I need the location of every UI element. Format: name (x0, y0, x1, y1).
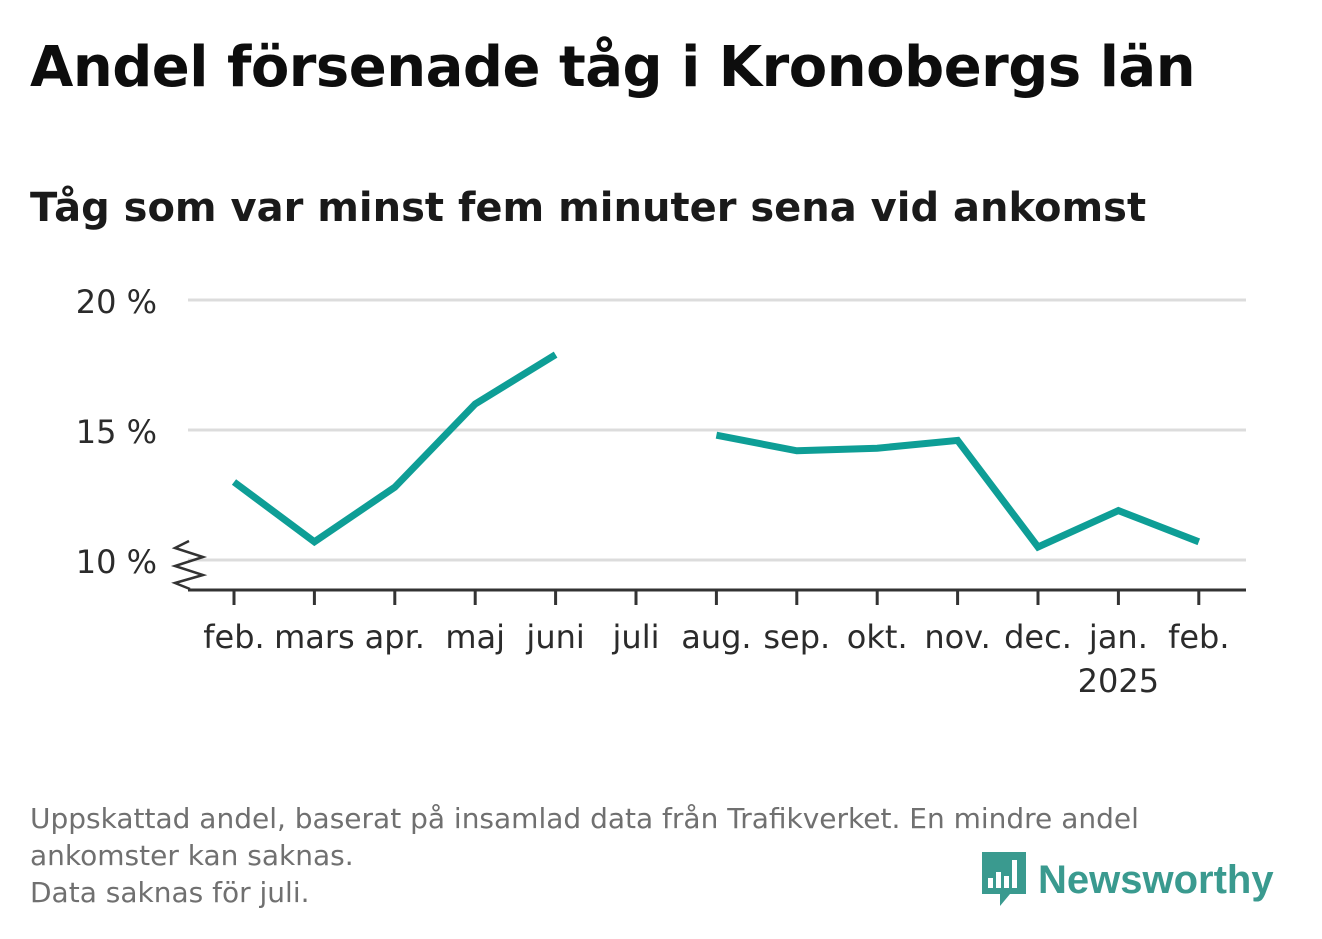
x-year-label: 2025 (1078, 662, 1159, 700)
series-line (231, 351, 558, 547)
x-tick-label: feb. (1168, 618, 1229, 656)
y-tick-label: 20 % (76, 283, 157, 321)
x-tick-label: dec. (1004, 618, 1072, 656)
chart-subtitle: Tåg som var minst fem minuter sena vid a… (30, 185, 1147, 231)
chart-title: Andel försenade tåg i Kronobergs län (30, 35, 1196, 100)
x-tick-label: sep. (763, 618, 830, 656)
y-tick-label: 15 % (76, 413, 157, 451)
x-tick-label: mars (274, 618, 355, 656)
newsworthy-chart-icon (982, 852, 1026, 906)
footnote-line-1: Uppskattad andel, baserat på insamlad da… (30, 802, 1139, 872)
brand-logo: Newsworthy (980, 850, 1274, 910)
x-tick-label: apr. (365, 618, 425, 656)
footnote: Uppskattad andel, baserat på insamlad da… (30, 800, 1280, 911)
brand-name: Newsworthy (1038, 857, 1274, 902)
x-tick-label: feb. (203, 618, 264, 656)
x-tick-label: aug. (681, 618, 751, 656)
x-tick-label: jan. (1088, 618, 1148, 656)
y-tick-label: 10 % (76, 543, 157, 581)
footnote-line-2: Data saknas för juli. (30, 876, 310, 909)
axis-break-icon (170, 539, 208, 591)
series-line (715, 431, 1201, 552)
x-tick-label: juni (525, 618, 584, 656)
x-tick-label: juli (612, 618, 660, 656)
x-tick-label: maj (445, 618, 505, 656)
x-tick-label: okt. (847, 618, 908, 656)
x-tick-label: nov. (924, 618, 990, 656)
